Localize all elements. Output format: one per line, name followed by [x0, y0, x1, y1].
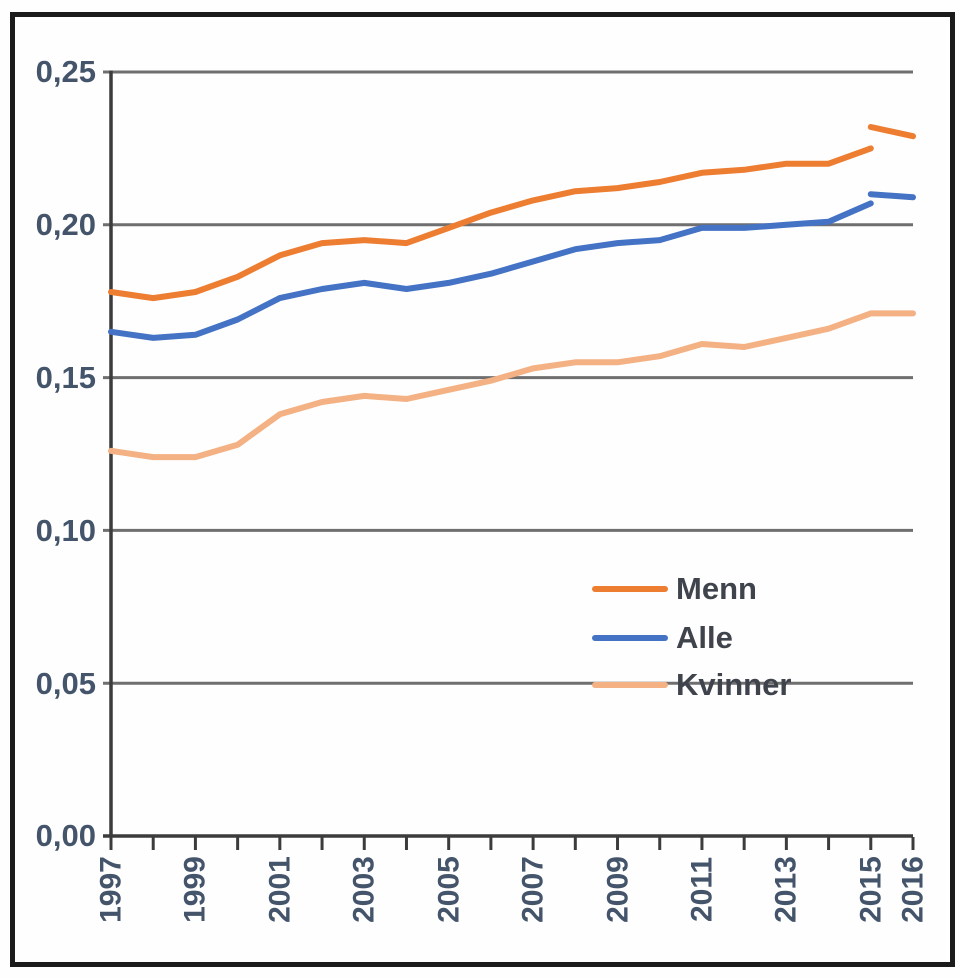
y-axis-label: 0,10 — [35, 513, 96, 548]
legend-label-kvinner: Kvinner — [676, 667, 792, 702]
y-axis-label: 0,00 — [35, 818, 96, 853]
legend-swatch-kvinner — [592, 682, 668, 688]
legend-label-alle: Alle — [676, 620, 733, 655]
x-axis-label: 1997 — [94, 856, 128, 923]
legend-label-menn: Menn — [676, 571, 757, 606]
x-axis-label: 1999 — [178, 856, 212, 923]
legend-swatch-menn — [592, 586, 668, 592]
legend-item-menn: Menn — [592, 573, 757, 605]
x-axis-label: 2015 — [854, 856, 888, 923]
x-axis-label: 2016 — [896, 856, 930, 923]
x-axis-label: 2005 — [432, 856, 466, 923]
series-line-menn — [108, 145, 874, 302]
x-axis-label: 2013 — [769, 856, 803, 923]
x-axis-label: 2003 — [347, 856, 381, 923]
legend-swatch-alle — [592, 635, 668, 641]
series-line-alle-seg2 — [867, 191, 916, 201]
y-axis-label: 0,15 — [35, 360, 96, 395]
legend-item-kvinner: Kvinner — [592, 669, 791, 701]
series-line-kvinner — [108, 310, 916, 461]
x-axis-label: 2007 — [516, 856, 550, 923]
series-line-menn-seg2 — [867, 124, 916, 140]
series-line-alle — [108, 200, 874, 341]
x-axis-label: 2009 — [601, 856, 634, 923]
y-axis-label: 0,25 — [35, 54, 96, 89]
y-axis-label: 0,20 — [35, 207, 96, 242]
figure-border — [10, 12, 955, 967]
y-axis-label: 0,05 — [35, 666, 96, 701]
x-axis-label: 2001 — [263, 856, 297, 923]
x-axis-label: 2011 — [685, 856, 719, 923]
legend-item-alle: Alle — [592, 622, 733, 654]
